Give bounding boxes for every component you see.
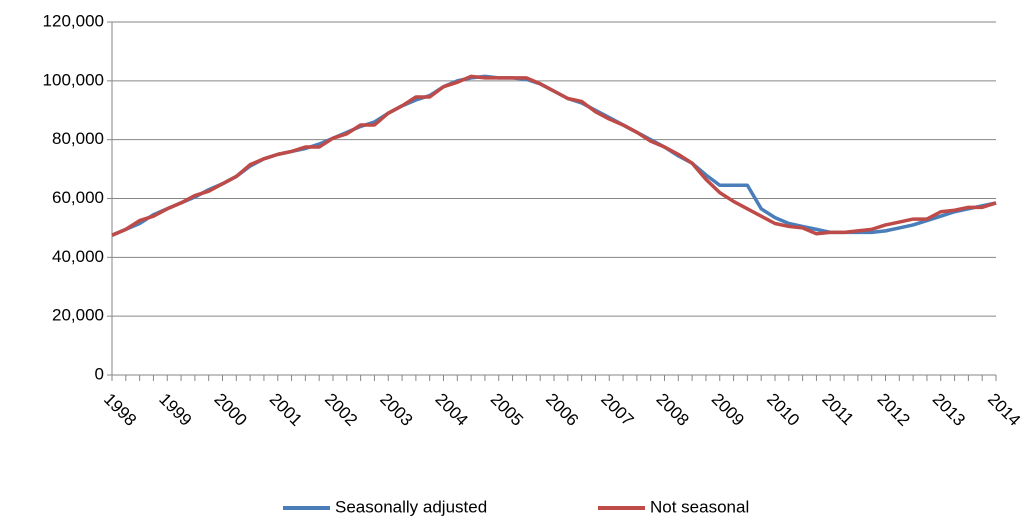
x-tick-label: 2010 (763, 390, 803, 430)
x-tick-label: 2007 (597, 390, 637, 430)
x-tick-label: 2003 (376, 390, 416, 430)
x-tick-label: 1999 (155, 390, 195, 430)
series-line (111, 74, 997, 237)
x-tick-label: 2011 (818, 390, 857, 429)
x-tick-label: 2004 (432, 390, 472, 430)
y-tick-label: 20,000 (52, 306, 104, 325)
y-tick-label: 60,000 (52, 188, 104, 207)
y-tick-label: 120,000 (43, 11, 104, 30)
x-tick-label: 2005 (487, 390, 527, 430)
x-tick-label: 2002 (321, 390, 361, 430)
x-tick-label: 2008 (653, 390, 693, 430)
x-tick-label: 2000 (211, 390, 251, 430)
y-tick-label: 40,000 (52, 247, 104, 266)
legend-label: Seasonally adjusted (335, 497, 487, 516)
x-tick-label: 2001 (266, 390, 306, 430)
y-tick-label: 80,000 (52, 129, 104, 148)
x-tick-label: 2006 (542, 390, 582, 430)
x-tick-label: 2013 (929, 390, 969, 430)
x-tick-label: 2009 (708, 390, 748, 430)
y-tick-label: 100,000 (43, 70, 104, 89)
x-tick-label: 1998 (100, 390, 140, 430)
x-tick-label: 2014 (984, 390, 1024, 430)
x-tick-label: 2012 (874, 390, 914, 430)
legend-label: Not seasonal (650, 497, 749, 516)
y-tick-label: 0 (95, 364, 104, 383)
series-line (111, 74, 997, 237)
